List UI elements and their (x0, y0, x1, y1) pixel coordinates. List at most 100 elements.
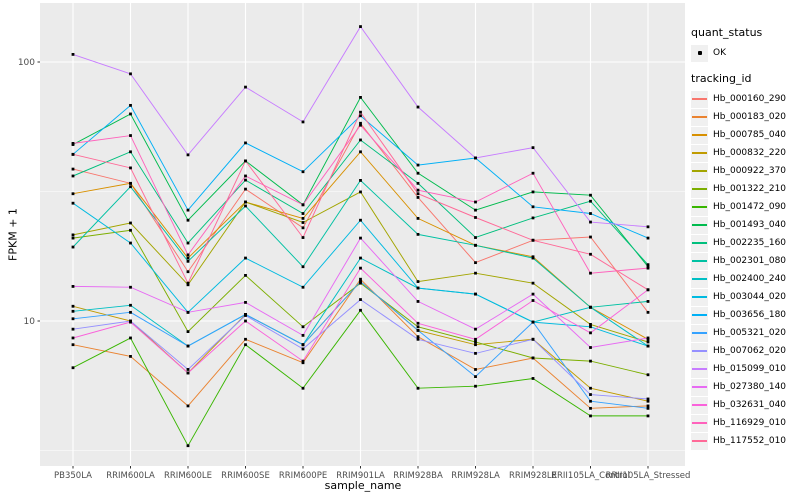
legend-key-line (692, 278, 707, 280)
data-point (301, 359, 305, 363)
legend-item-Hb_000832_220: Hb_000832_220 (691, 144, 799, 162)
data-point (646, 300, 650, 303)
data-point (416, 192, 420, 196)
data-point (589, 193, 592, 197)
data-point (416, 280, 420, 283)
legend-key-line (692, 350, 707, 352)
data-point (589, 305, 592, 309)
data-point (474, 261, 477, 265)
data-point (531, 238, 535, 242)
data-point (129, 134, 132, 137)
data-point (646, 263, 650, 267)
legend-title-quant-status: quant_status (691, 26, 763, 39)
y-tick-label: 10 (24, 317, 36, 327)
data-point (244, 319, 247, 323)
data-point (359, 298, 362, 301)
data-point (474, 271, 477, 275)
data-point (531, 292, 535, 296)
legend-item-Hb_000922_370: Hb_000922_370 (691, 162, 799, 180)
x-tick-label: PB350LA (54, 471, 92, 481)
data-point (244, 187, 247, 191)
data-point (186, 444, 190, 448)
legend-label-tracking-id: Hb_003044_020 (713, 292, 787, 302)
data-point (359, 280, 362, 283)
data-point (474, 236, 477, 239)
data-point (359, 110, 362, 114)
legend: quant_status OK tracking_id Hb_000160_29… (691, 26, 799, 450)
legend-item-Hb_005321_020: Hb_005321_020 (691, 324, 799, 342)
data-point (71, 304, 75, 308)
data-point (129, 185, 132, 189)
legend-key-line (692, 242, 707, 244)
data-point (244, 314, 247, 317)
data-point (589, 399, 592, 403)
data-point (359, 236, 362, 240)
data-point (416, 171, 420, 175)
data-point (186, 330, 190, 334)
legend-key-swatch (691, 144, 708, 162)
legend-label-tracking-id: Hb_000785_040 (713, 130, 787, 140)
legend-label-tracking-id: Hb_005321_020 (713, 328, 787, 338)
data-point (531, 377, 535, 380)
data-point (474, 216, 477, 219)
y-axis-title: FPKM + 1 (6, 208, 20, 261)
x-axis-title: sample_name (324, 479, 402, 492)
data-point (474, 337, 477, 341)
data-point (589, 346, 592, 349)
legend-label-quant-status: OK (713, 48, 726, 58)
legend-item-Hb_003656_180: Hb_003656_180 (691, 306, 799, 324)
data-point (244, 256, 247, 260)
data-point (416, 163, 420, 167)
data-point (531, 281, 535, 285)
data-point (416, 386, 420, 390)
data-point (589, 386, 592, 390)
data-point (589, 199, 592, 203)
x-tick-label: RRII105LA_Stressed (606, 471, 691, 481)
data-point (646, 414, 650, 418)
legend-item-Hb_000183_020: Hb_000183_020 (691, 108, 799, 126)
data-point (416, 181, 420, 185)
legend-key-line (692, 368, 707, 370)
data-point (301, 347, 305, 351)
data-point (589, 271, 592, 275)
data-point (416, 321, 420, 325)
data-point (301, 343, 305, 347)
data-point (474, 327, 477, 331)
legend-item-Hb_003044_020: Hb_003044_020 (691, 288, 799, 306)
data-point (129, 150, 132, 154)
data-point (244, 300, 247, 304)
legend-key-swatch (691, 306, 708, 324)
data-point (531, 337, 535, 341)
legend-key-line (692, 206, 707, 208)
legend-label-tracking-id: Hb_000183_020 (713, 112, 787, 122)
legend-key-swatch (691, 108, 708, 126)
legend-key-swatch (691, 288, 708, 306)
data-point (129, 336, 132, 340)
legend-label-tracking-id: Hb_002400_240 (713, 274, 787, 284)
legend-key-swatch (691, 126, 708, 144)
data-point (129, 241, 132, 245)
data-point (186, 371, 190, 375)
data-point (129, 221, 132, 225)
legend-label-tracking-id: Hb_117552_010 (713, 436, 787, 446)
data-point (531, 190, 535, 194)
data-point (416, 286, 420, 290)
legend-label-tracking-id: Hb_015099_010 (713, 364, 787, 374)
data-point (71, 201, 75, 205)
legend-label-tracking-id: Hb_002235_160 (713, 238, 787, 248)
data-point (244, 337, 247, 341)
data-point (531, 171, 535, 175)
data-point (589, 414, 592, 418)
legend-label-tracking-id: Hb_001493_040 (713, 220, 787, 230)
data-point (416, 196, 420, 199)
data-point (244, 273, 247, 277)
legend-key-line (692, 134, 707, 136)
data-point (646, 288, 650, 292)
legend-key-line (692, 260, 707, 262)
data-point (646, 236, 650, 240)
data-point (301, 203, 305, 207)
data-point (359, 256, 362, 260)
data-point (359, 25, 362, 28)
data-point (301, 285, 305, 289)
